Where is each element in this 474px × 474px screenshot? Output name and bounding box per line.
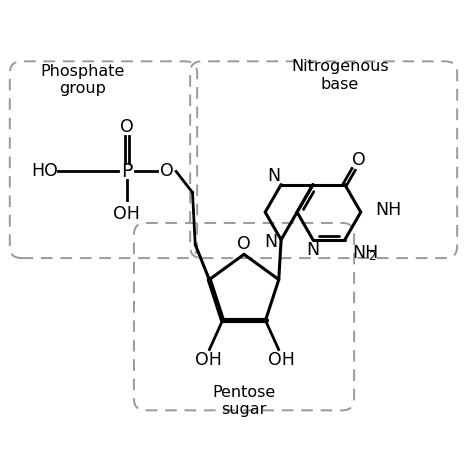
Text: 2: 2 [368,250,376,263]
Text: NH: NH [376,201,402,219]
Text: O: O [160,163,173,181]
Text: OH: OH [113,205,140,223]
Text: OH: OH [267,351,294,369]
Text: P: P [121,162,133,181]
Text: NH: NH [352,244,378,262]
Text: O: O [120,118,134,136]
Text: HO: HO [31,163,58,181]
Text: O: O [237,235,251,253]
Text: Pentose
sugar: Pentose sugar [212,385,276,417]
Text: Phosphate
group: Phosphate group [40,64,125,96]
Text: OH: OH [195,351,222,369]
Text: O: O [352,152,365,170]
Text: N: N [267,167,280,185]
Text: N: N [264,233,277,251]
Text: Nitrogenous
base: Nitrogenous base [291,59,389,91]
Text: N: N [306,241,319,259]
